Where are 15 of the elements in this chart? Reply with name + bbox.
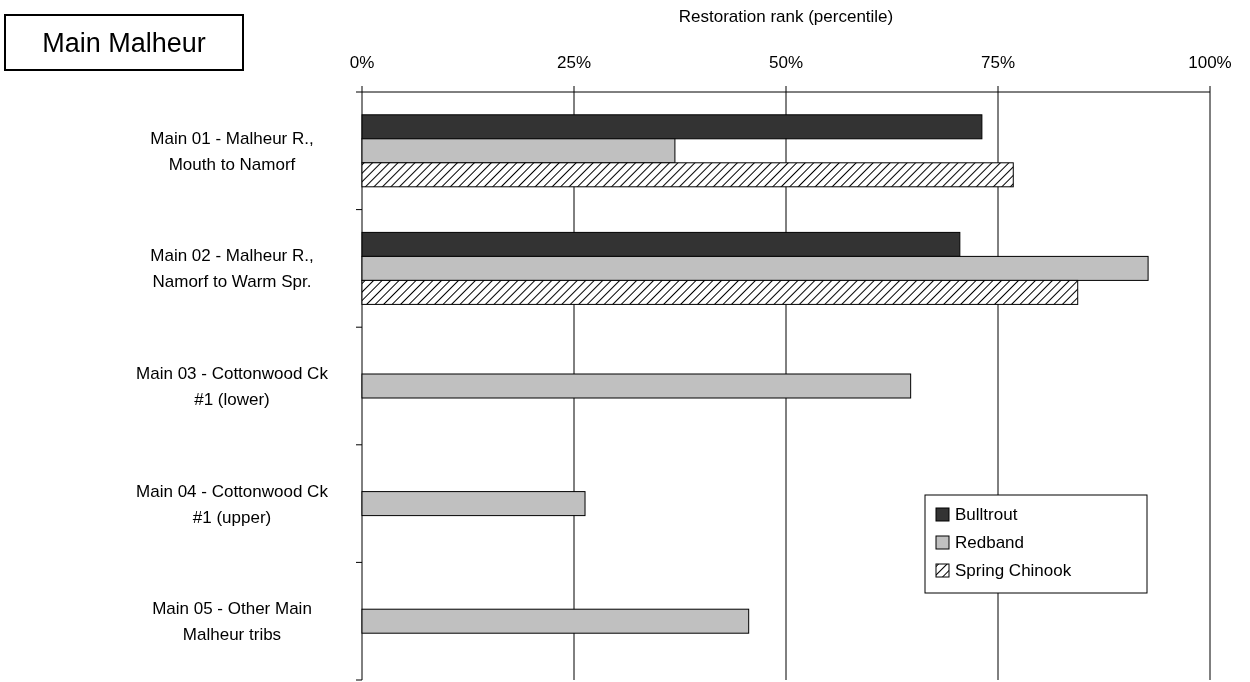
y-tick-label: Main 05 - Other Main Malheur tribs — [152, 599, 312, 645]
x-axis-title: Restoration rank (percentile) — [678, 7, 894, 26]
x-tick-label: 75% — [980, 53, 1016, 72]
x-tick-label: 100% — [1188, 53, 1232, 72]
legend-label: Redband — [955, 533, 1025, 552]
y-tick-label: Main 01 - Malheur R., Mouth to Namorf — [150, 128, 314, 174]
text: Main Malheur — [42, 28, 206, 58]
legend-label: Spring Chinook — [955, 561, 1072, 580]
x-tick-label: 50% — [768, 53, 804, 72]
y-tick-label: Main 02 - Malheur R., Namorf to Warm Spr. — [150, 246, 314, 292]
y-tick-label: Main 04 - Cottonwood Ck #1 (upper) — [136, 481, 329, 527]
y-tick-label: Main 03 - Cottonwood Ck #1 (lower) — [136, 364, 329, 409]
x-tick-label: 0% — [349, 53, 375, 72]
x-tick-label: 25% — [556, 53, 592, 72]
legend-label: Bulltrout — [955, 505, 1018, 524]
